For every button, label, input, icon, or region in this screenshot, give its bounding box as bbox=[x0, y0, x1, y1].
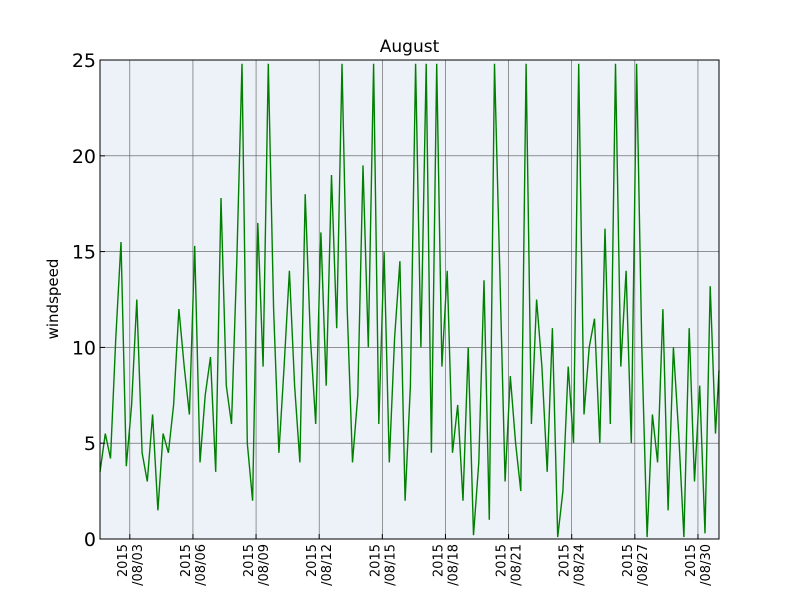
x-tick-label-day: /08/21 bbox=[510, 544, 525, 586]
y-axis: 0 5 10 15 20 25 bbox=[72, 50, 105, 551]
y-tick-label: 0 bbox=[84, 529, 96, 551]
y-tick-label: 5 bbox=[84, 433, 96, 455]
x-tick-label-day: /08/30 bbox=[699, 544, 714, 586]
x-tick-label: 2015/08/06 bbox=[179, 544, 209, 586]
x-tick-label: 2015/08/27 bbox=[621, 544, 651, 586]
x-tick-label-day: /08/15 bbox=[383, 544, 398, 586]
x-tick-label-day: /08/27 bbox=[636, 544, 651, 586]
plot-background bbox=[100, 60, 719, 539]
x-tick-label: 2015/08/24 bbox=[558, 544, 588, 586]
x-tick-label: 2015/08/30 bbox=[684, 544, 714, 586]
x-tick-label-year: 2015 bbox=[621, 544, 636, 577]
x-tick-label-day: /08/24 bbox=[573, 544, 588, 586]
x-tick-label-year: 2015 bbox=[558, 544, 573, 577]
plot-frame bbox=[99, 59, 720, 540]
x-tick-label: 2015/08/12 bbox=[305, 544, 335, 586]
x-tick-label-year: 2015 bbox=[116, 544, 131, 577]
x-tick-label-year: 2015 bbox=[431, 544, 446, 577]
x-tick-label: 2015/08/09 bbox=[242, 544, 272, 586]
y-tick-label: 10 bbox=[72, 337, 96, 359]
x-tick-label-day: /08/09 bbox=[257, 544, 272, 586]
x-tick-label-year: 2015 bbox=[368, 544, 383, 577]
x-tick-label-year: 2015 bbox=[242, 544, 257, 577]
data-series bbox=[99, 63, 720, 538]
x-tick-label-day: /08/12 bbox=[320, 544, 335, 586]
y-tick-label: 15 bbox=[72, 242, 96, 264]
x-tick-label-year: 2015 bbox=[179, 544, 194, 577]
x-tick-label-day: /08/06 bbox=[194, 544, 209, 586]
x-tick-label: 2015/08/03 bbox=[116, 544, 146, 586]
y-tick-label: 20 bbox=[72, 146, 96, 168]
x-tick-label-day: /08/03 bbox=[131, 544, 146, 586]
x-tick-label-year: 2015 bbox=[684, 544, 699, 577]
chart-title: August bbox=[380, 37, 440, 57]
windspeed-series-line bbox=[99, 63, 720, 538]
x-tick-label-day: /08/18 bbox=[446, 544, 461, 586]
x-tick-label-year: 2015 bbox=[305, 544, 320, 577]
x-tick-label: 2015/08/21 bbox=[495, 544, 525, 586]
x-axis: 2015/08/03 2015/08/06 2015/08/09 2015/08/12… bbox=[116, 534, 714, 586]
x-tick-label: 2015/08/15 bbox=[368, 544, 398, 586]
y-tick-label: 25 bbox=[72, 50, 96, 72]
x-tick-label-year: 2015 bbox=[495, 544, 510, 577]
y-axis-label: windspeed bbox=[44, 259, 62, 340]
x-tick-label: 2015/08/18 bbox=[431, 544, 461, 586]
